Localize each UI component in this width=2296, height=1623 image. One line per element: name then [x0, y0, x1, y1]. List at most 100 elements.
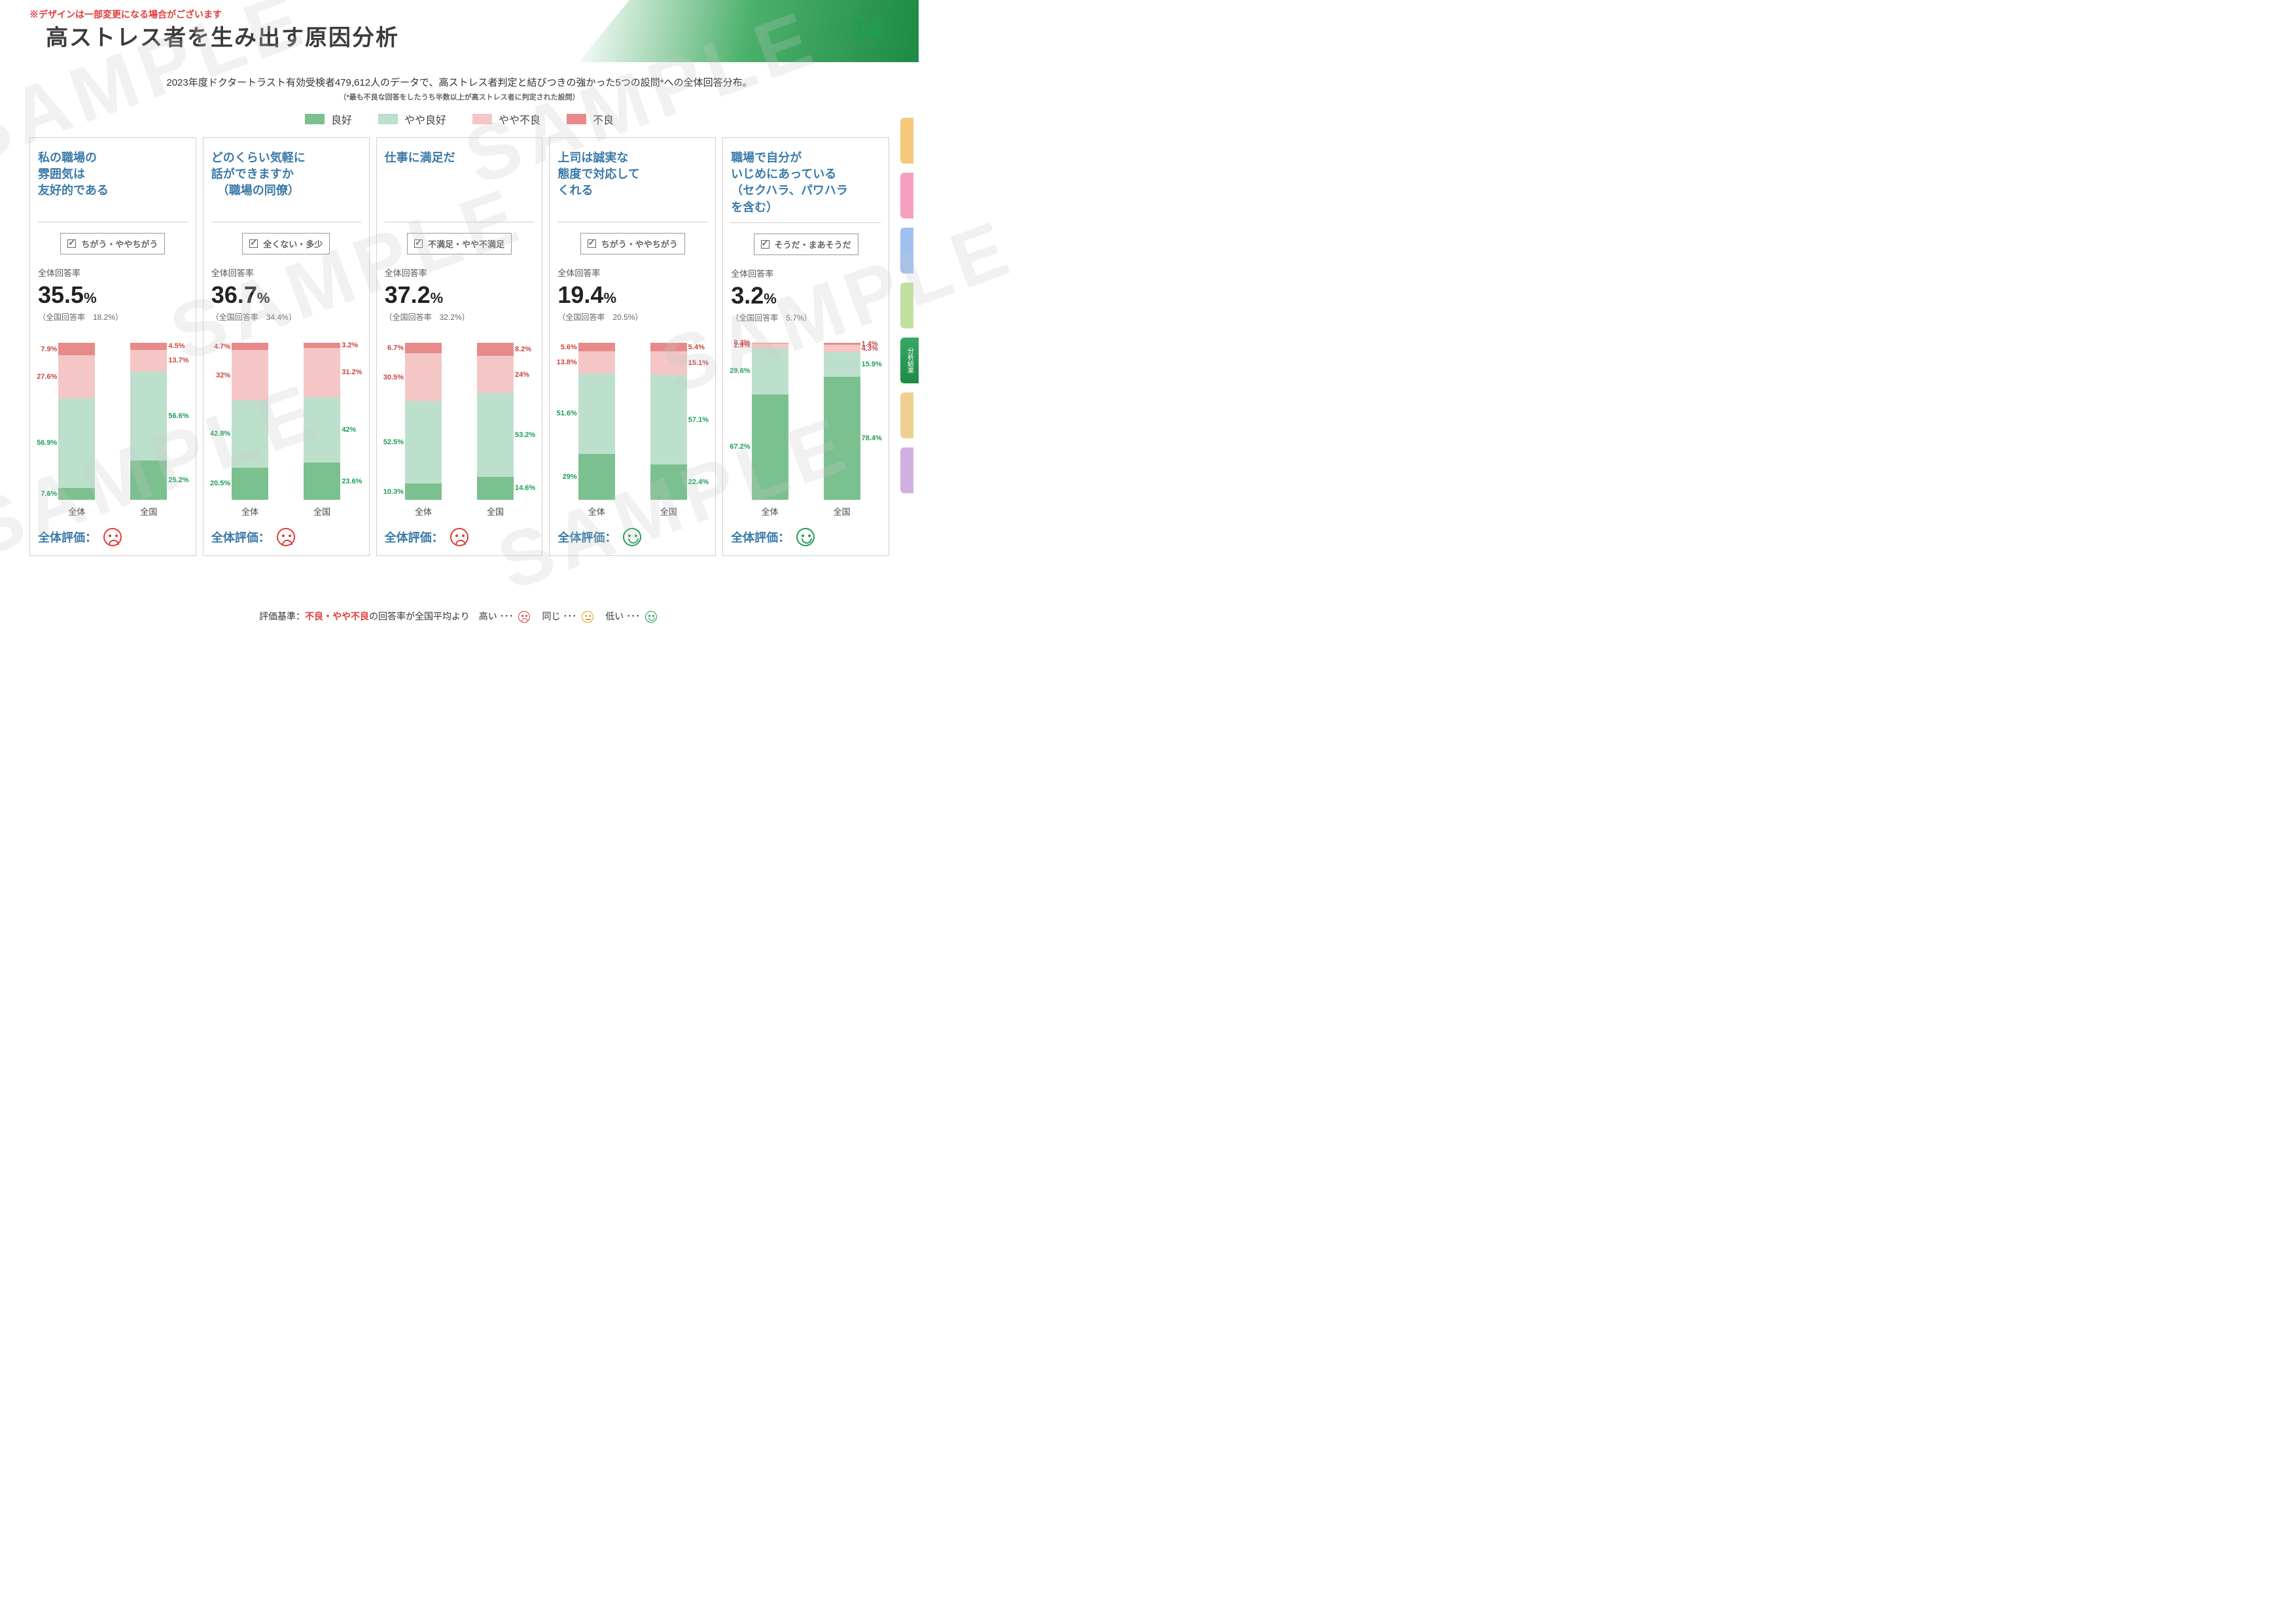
- stacked-bar: 23.6% 42% 31.2% 3.2%: [304, 343, 340, 500]
- bar-segment: 13.7%: [130, 350, 167, 372]
- national-rate: （全国回答率 5.7%）: [731, 312, 881, 323]
- bar-segment: 22.4%: [650, 464, 687, 500]
- side-tab: [900, 447, 913, 493]
- bar-segment: 53.2%: [477, 393, 514, 477]
- card-title: 私の職場の雰囲気は友好的である: [38, 150, 188, 215]
- description: 2023年度ドクタートラスト有効受検者479,612人のデータで、高ストレス者判…: [0, 75, 919, 89]
- checkbox-icon: [249, 239, 258, 248]
- segment-label: 7.9%: [28, 345, 57, 353]
- segment-label: 53.2%: [515, 431, 544, 439]
- bar-segment: 6.7%: [405, 343, 442, 353]
- stacked-bar: 14.6% 53.2% 24% 8.2%: [477, 343, 514, 500]
- bar-segment: 56.6%: [130, 372, 167, 461]
- analysis-card: 私の職場の雰囲気は友好的である ちがう・ややちがう 全体回答率 35.5% （全…: [29, 137, 196, 556]
- side-tab: [900, 393, 913, 438]
- eval-label: 全体評価：: [38, 529, 97, 546]
- checkbox-icon: [761, 240, 769, 249]
- happy-face-icon: [796, 528, 815, 546]
- axis-label: 全体: [762, 505, 779, 517]
- axis-label: 全体: [415, 505, 432, 517]
- main-rate: 3.2%: [731, 282, 881, 309]
- bar-segment: 13.8%: [578, 351, 615, 373]
- segment-label: 13.8%: [548, 358, 577, 366]
- legend-item: やや不良: [472, 111, 540, 127]
- segment-label: 5.4%: [688, 343, 717, 351]
- legend-swatch: [567, 114, 586, 124]
- rate-label: 全体回答率: [211, 266, 361, 279]
- card-title: 上司は誠実な態度で対応してくれる: [557, 150, 707, 215]
- legend-label: 不良: [593, 111, 614, 127]
- legend-item: やや良好: [378, 111, 446, 127]
- bar-column-overall: 10.3% 52.5% 30.5% 6.7% 全体: [394, 343, 453, 517]
- checkbox-label: ちがう・ややちがう: [81, 237, 158, 250]
- checkbox-row: そうだ・まあそうだ: [754, 234, 858, 255]
- segment-label: 32%: [202, 372, 230, 379]
- bar-column-national: 22.4% 57.1% 15.1% 5.4% 全国: [639, 343, 698, 517]
- happy-face-icon: [623, 528, 641, 546]
- sad-face-icon: [277, 528, 295, 546]
- axis-label: 全国: [140, 505, 157, 517]
- page-title: 高ストレス者を生み出す原因分析: [46, 20, 399, 52]
- bar-segment: 29%: [578, 454, 615, 500]
- segment-label: 15.1%: [688, 359, 717, 367]
- axis-label: 全体: [241, 505, 258, 517]
- stacked-bar: 10.3% 52.5% 30.5% 6.7%: [405, 343, 442, 500]
- bar-segment: 2.9%: [752, 343, 788, 348]
- eval-label: 全体評価：: [731, 529, 790, 546]
- segment-label: 20.5%: [202, 480, 230, 487]
- design-notice: ※デザインは一部変更になる場合がございます: [29, 8, 222, 21]
- bar-segment: 5.4%: [650, 343, 687, 351]
- main-rate: 36.7%: [211, 281, 361, 309]
- checkbox-label: 全くない・多少: [263, 237, 323, 250]
- bar-segment: 25.2%: [130, 461, 167, 500]
- chart-area: 10.3% 52.5% 30.5% 6.7% 全体 14.6% 53.2% 24…: [385, 332, 535, 517]
- bar-column-overall: 67.2% 29.6% 2.9% 0.3% 全体: [741, 343, 800, 517]
- segment-label: 57.1%: [688, 416, 717, 424]
- side-tabs: 分析結果: [900, 118, 919, 493]
- bar-segment: 78.4%: [824, 377, 860, 500]
- eval-label: 全体評価：: [557, 529, 616, 546]
- checkbox-icon: [414, 239, 423, 248]
- bar-segment: 24%: [477, 356, 514, 394]
- bar-segment: 20.5%: [232, 468, 268, 500]
- eval-label: 全体評価：: [211, 529, 270, 546]
- segment-label: 1.4%: [862, 340, 891, 348]
- analysis-card: どのくらい気軽に話ができますか （職場の同僚） 全くない・多少 全体回答率 36…: [203, 137, 370, 556]
- main-rate: 19.4%: [557, 281, 707, 309]
- rate-label: 全体回答率: [385, 266, 535, 279]
- bar-segment: 15.9%: [824, 352, 860, 377]
- axis-label: 全国: [487, 505, 504, 517]
- legend-swatch: [472, 114, 492, 124]
- segment-label: 78.4%: [862, 434, 891, 442]
- card-title: 職場で自分がいじめにあっている（セクハラ、パワハラを含む）: [731, 150, 881, 216]
- bar-segment: 32%: [232, 350, 268, 400]
- segment-label: 56.9%: [28, 439, 57, 447]
- segment-label: 7.6%: [28, 490, 57, 498]
- chart-area: 67.2% 29.6% 2.9% 0.3% 全体 78.4% 15.9% 4.3…: [731, 332, 881, 517]
- national-rate: （全国回答率 32.2%）: [385, 311, 535, 323]
- bar-column-national: 23.6% 42% 31.2% 3.2% 全国: [292, 343, 351, 517]
- segment-label: 27.6%: [28, 373, 57, 381]
- segment-label: 8.2%: [515, 345, 544, 353]
- segment-label: 56.6%: [168, 412, 197, 420]
- stacked-bar: 7.6% 56.9% 27.6% 7.9%: [58, 343, 95, 500]
- national-rate: （全国回答率 18.2%）: [38, 311, 188, 323]
- legend-item: 不良: [567, 111, 614, 127]
- bar-segment: 23.6%: [304, 462, 340, 500]
- legend-swatch: [378, 114, 398, 124]
- chart-area: 29% 51.6% 13.8% 5.6% 全体 22.4% 57.1% 15.1…: [557, 332, 707, 517]
- chart-area: 20.5% 42.8% 32% 4.7% 全体 23.6% 42% 31.2% …: [211, 332, 361, 517]
- stacked-bar: 20.5% 42.8% 32% 4.7%: [232, 343, 268, 500]
- page-number: 14: [851, 13, 883, 46]
- segment-label: 23.6%: [342, 478, 370, 485]
- segment-label: 67.2%: [722, 443, 751, 451]
- side-tab: [900, 228, 913, 273]
- bar-segment: 67.2%: [752, 394, 788, 500]
- axis-label: 全体: [68, 505, 85, 517]
- bar-segment: 52.5%: [405, 401, 442, 483]
- segment-label: 29%: [548, 473, 577, 481]
- bar-segment: 4.5%: [130, 343, 167, 350]
- checkbox-label: そうだ・まあそうだ: [775, 238, 851, 251]
- bar-column-national: 78.4% 15.9% 4.3% 1.4% 全国: [813, 343, 872, 517]
- evaluation-row: 全体評価：: [731, 528, 881, 546]
